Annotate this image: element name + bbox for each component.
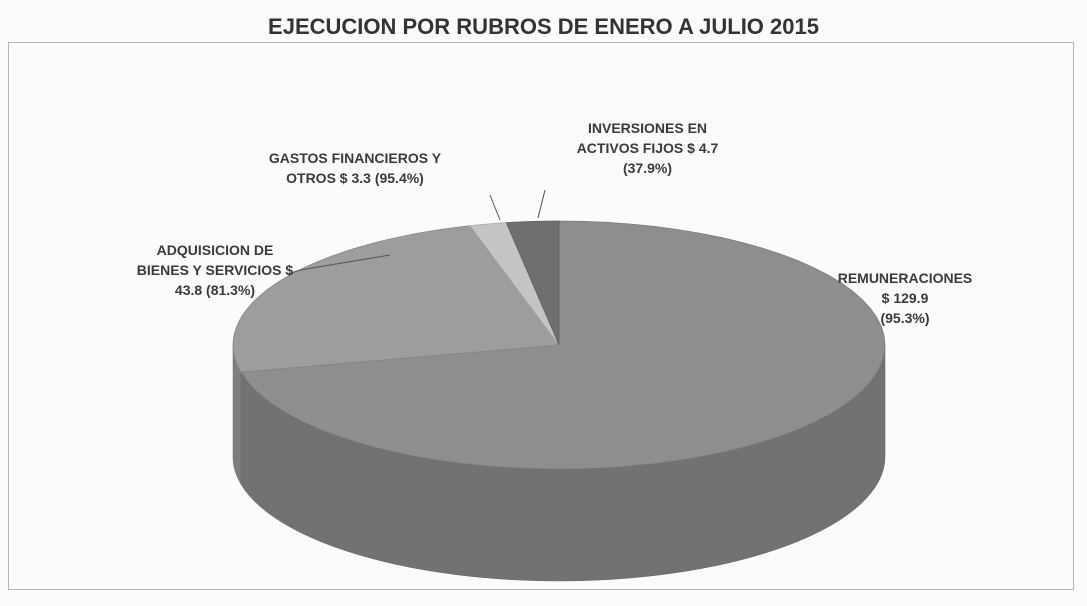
chart-frame [8, 42, 1074, 590]
data-label: INVERSIONES EN ACTIVOS FIJOS $ 4.7 (37.9… [560, 118, 735, 178]
value-label: $ 129.9 (95.3%) [880, 290, 930, 326]
leader-lines [287, 189, 546, 275]
data-label: ADQUISICION DE BIENES Y SERVICIOS $ 43.8… [130, 240, 300, 300]
leader-line [537, 189, 546, 219]
chart-title: EJECUCION POR RUBROS DE ENERO A JULIO 20… [268, 14, 819, 39]
pie-slice [240, 220, 886, 470]
data-label: REMUNERACIONES $ 129.9 (95.3%) [825, 268, 985, 328]
pie-slice [505, 220, 560, 346]
leader-line [489, 194, 501, 221]
category-label: REMUNERACIONES [837, 270, 973, 286]
pie-slice [469, 222, 560, 346]
category-label: INVERSIONES EN ACTIVOS FIJOS [576, 120, 708, 156]
value-label: $ 43.8 (81.3%) [174, 262, 294, 298]
leader-line [287, 254, 391, 275]
category-label: ADQUISICION DE BIENES Y SERVICIOS [136, 242, 282, 278]
value-label: $ 4.7 (37.9%) [622, 140, 719, 176]
category-label: GASTOS FINANCIEROS Y OTROS [268, 150, 442, 186]
data-label: GASTOS FINANCIEROS Y OTROS $ 3.3 (95.4%) [255, 148, 455, 188]
value-label: $ 3.3 (95.4%) [339, 170, 424, 186]
pie-slice [232, 225, 560, 373]
